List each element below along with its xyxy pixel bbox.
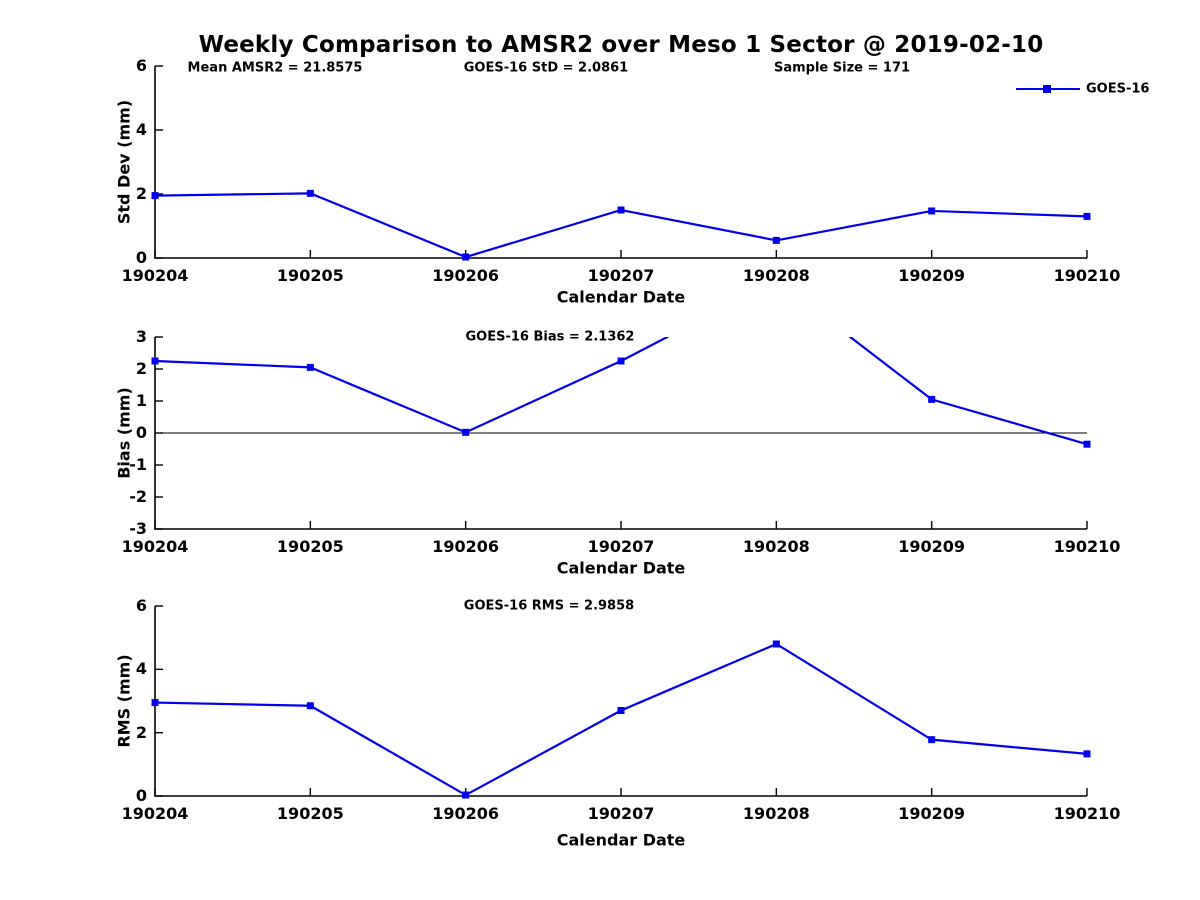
data-point-marker [462,253,470,261]
xtick-label-date: 190210 [1053,537,1121,556]
series-goes-16 [151,640,1091,799]
ytick-label-subplot3: 0 [135,786,147,805]
ytick-label-subplot1: 0 [135,248,147,267]
annotation-goes16-rms: GOES-16 RMS = 2.9858 [463,598,635,614]
data-point-marker [772,236,780,244]
xtick-label-date: 190206 [432,537,500,556]
xtick-label-date: 190206 [432,804,500,823]
legend-label: GOES-16 [1086,81,1150,97]
xlabel-subplot3: Calendar Date [556,830,686,850]
annotation-goes16-bias: GOES-16 Bias = 2.1362 [465,329,635,345]
data-point-marker [617,206,625,214]
ytick-label-subplot2: 2 [135,359,147,378]
xlabel-subplot2: Calendar Date [556,558,686,578]
annotation-goes16-std: GOES-16 StD = 2.0861 [463,60,629,76]
xtick-label-date: 190210 [1053,266,1121,285]
data-point-marker [617,707,625,714]
xtick-label-date: 190204 [121,804,189,823]
data-point-marker [151,699,159,707]
data-point-marker [151,192,159,200]
ytick-label-subplot2: 1 [135,391,147,410]
data-point-marker [928,736,936,744]
data-point-marker [462,428,470,436]
data-point-marker [772,640,780,648]
data-point-marker [928,395,936,403]
subplot-2 [151,336,1091,530]
xtick-label-date: 190207 [587,804,655,823]
data-point-marker [1083,212,1091,220]
xtick-label-date: 190209 [898,804,966,823]
xtick-label-date: 190205 [276,266,344,285]
ytick-label-subplot2: 0 [135,423,147,442]
series-goes-16 [151,189,1091,261]
data-point-marker [306,363,314,371]
xtick-label-date: 190206 [432,266,500,285]
ytick-label-subplot2: -1 [129,455,147,474]
ytick-label-subplot2: -3 [129,519,147,538]
subplot-3 [151,605,1091,799]
xtick-label-date: 190208 [742,266,810,285]
xtick-label-date: 190204 [121,537,189,556]
ytick-label-subplot3: 6 [135,596,147,615]
xlabel-subplot1: Calendar Date [556,287,686,307]
data-point-marker [928,207,936,215]
ytick-label-subplot1: 4 [135,120,147,139]
ytick-label-subplot3: 2 [135,722,147,742]
xtick-label-date: 190209 [898,537,966,556]
annotation-mean-amsr2: Mean AMSR2 = 21.8575 [187,60,363,76]
legend-square-marker-icon [1043,85,1051,93]
xtick-label-date: 190207 [587,266,655,285]
xtick-label-date: 190207 [587,537,655,556]
annotation-sample-size: Sample Size = 171 [773,60,911,76]
ytick-label-subplot1: 2 [135,184,147,203]
data-line [154,192,1088,259]
series-goes-16 [151,337,1091,448]
data-point-marker [462,791,470,799]
ytick-label-subplot2: 3 [135,327,147,346]
data-point-marker [1083,440,1091,448]
xtick-label-date: 190205 [276,537,344,556]
data-point-marker [306,189,314,197]
data-point-marker [306,702,314,710]
xtick-label-date: 190210 [1053,804,1121,823]
xtick-label-date: 190205 [276,804,344,823]
figure-title: Weekly Comparison to AMSR2 over Meso 1 S… [198,32,1044,58]
data-point-marker [1083,750,1091,758]
ytick-label-subplot3: 4 [135,659,147,679]
ytick-label-subplot2: -2 [129,487,147,506]
ytick-label-subplot1: 6 [135,56,147,75]
data-point-marker [151,357,159,365]
xtick-label-date: 190204 [121,266,189,285]
xtick-label-date: 190208 [742,804,810,823]
xtick-label-date: 190209 [898,266,966,285]
subplot-1 [151,65,1091,261]
xtick-label-date: 190208 [742,537,810,556]
data-point-marker [617,357,625,365]
data-line [154,642,1088,797]
